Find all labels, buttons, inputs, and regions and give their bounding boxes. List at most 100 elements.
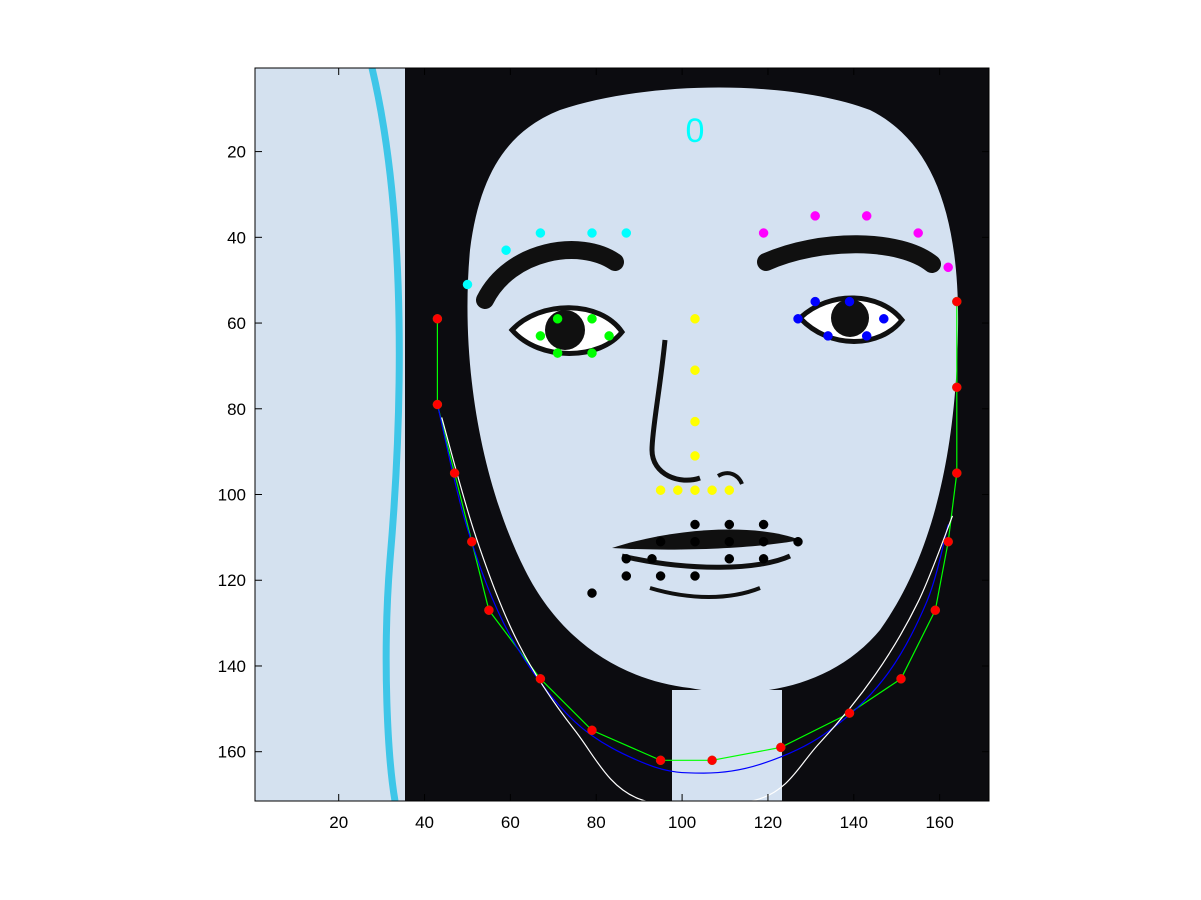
y-tick-label: 140 [218, 657, 246, 676]
right-eyebrow-stroke [476, 241, 624, 309]
jaw-point-10 [776, 742, 786, 753]
jaw-point-2 [432, 399, 443, 410]
jaw-point-12 [896, 674, 906, 684]
right-eyebrow-point-5 [621, 228, 632, 238]
fit-curve-white-line [441, 417, 954, 801]
jaw-point-15 [952, 468, 962, 478]
jaw-point-7 [587, 725, 597, 736]
left-eyebrow-point-1 [758, 228, 769, 238]
annotation-label: 0 [686, 112, 705, 150]
x-tick-label: 100 [668, 813, 696, 832]
nose-point-2 [690, 365, 700, 375]
mouth-point-1 [587, 588, 597, 598]
nose-point-8 [707, 485, 717, 495]
mouth-point-7 [793, 536, 803, 547]
mouth-point-5 [724, 519, 735, 530]
mouth-point-9 [724, 554, 735, 564]
right-pupil [545, 310, 585, 350]
plot-area: 0 [254, 67, 990, 802]
lip-line [621, 553, 792, 570]
poster-edge-line [368, 68, 403, 801]
mouth-point-15 [724, 536, 735, 547]
jaw-point-4 [467, 536, 477, 547]
mouth-point-2 [621, 554, 632, 564]
jaw-point-17 [952, 296, 962, 307]
left-eye-point-5 [861, 331, 872, 341]
jaw-point-11 [844, 708, 855, 718]
nostril-line [716, 471, 744, 485]
nose-point-3 [690, 416, 700, 427]
left-eyebrow-point-4 [913, 228, 923, 238]
fit-curve-blue-line [436, 404, 949, 774]
mouth-point-12 [621, 571, 632, 581]
nose-point-7 [690, 485, 700, 495]
x-tick-label: 60 [501, 813, 520, 832]
right-eyebrow-point-4 [587, 228, 597, 238]
y-tick-label: 100 [218, 486, 246, 505]
y-axis: 20 40 60 80 100 120 140 160 [218, 143, 989, 762]
nose-point-1 [690, 314, 700, 324]
mouth-point-11 [655, 571, 666, 581]
face-image [255, 68, 989, 801]
nose-point-9 [724, 485, 735, 495]
mouth-point-16 [758, 536, 769, 547]
y-tick-label: 20 [227, 143, 246, 162]
lower-lip [649, 586, 761, 599]
mouth-point-8 [758, 554, 769, 564]
mouth-point-6 [758, 519, 769, 530]
x-tick-label: 120 [754, 813, 782, 832]
x-tick-label: 40 [415, 813, 434, 832]
right-eyebrow-point-2 [501, 245, 511, 255]
right-eye-point-3 [587, 314, 597, 324]
nose-line [649, 339, 701, 483]
left-pupil [831, 299, 869, 337]
x-tick-label: 80 [587, 813, 606, 832]
left-eyebrow-point-5 [943, 262, 953, 273]
x-tick-label: 20 [329, 813, 348, 832]
right-eye-point-6 [552, 348, 563, 358]
axes-frame [254, 67, 990, 802]
left-eye-point-1 [793, 314, 803, 324]
jaw-point-13 [930, 605, 941, 615]
y-tick-label: 80 [227, 400, 246, 419]
left-eye-point-4 [879, 314, 889, 324]
y-tick-label: 160 [218, 743, 246, 762]
x-tick-label: 140 [840, 813, 868, 832]
mouth-point-14 [690, 536, 700, 547]
mouth-point-4 [690, 519, 700, 530]
jaw-point-5 [484, 605, 494, 615]
mouth-point-13 [647, 554, 657, 564]
jaw-point-16 [952, 382, 962, 393]
left-eyebrow-stroke [757, 235, 941, 273]
mouth-point-10 [690, 571, 700, 581]
right-eyebrow-point-1 [462, 279, 473, 290]
left-eyebrow-point-2 [810, 211, 820, 221]
jaw-point-1 [432, 314, 443, 324]
x-axis: 20 40 60 80 100 120 140 160 [329, 68, 954, 832]
right-eye-point-2 [552, 314, 563, 324]
right-eye-point-4 [604, 331, 614, 341]
jaw-point-9 [707, 755, 717, 766]
y-tick-label: 60 [227, 314, 246, 333]
left-poster-panel [255, 68, 405, 801]
left-eye-point-3 [844, 296, 855, 307]
mouth-point-3 [655, 536, 666, 547]
neck [672, 690, 782, 801]
y-tick-label: 120 [218, 571, 246, 590]
right-eyebrow-point-3 [535, 228, 546, 238]
jaw-point-14 [943, 536, 953, 547]
jaw-point-3 [449, 468, 460, 478]
nose-point-6 [673, 485, 683, 495]
left-eye-point-2 [810, 296, 820, 307]
left-eye-point-6 [823, 331, 833, 341]
left-eyebrow-point-3 [861, 211, 872, 221]
jaw-point-6 [535, 674, 546, 684]
x-tick-label: 160 [925, 813, 953, 832]
nose-point-5 [655, 485, 666, 495]
nose-point-4 [690, 451, 700, 461]
right-eye-point-1 [535, 331, 546, 341]
marker-layer [432, 211, 962, 766]
right-eye-point-5 [587, 348, 597, 358]
jaw-point-8 [655, 755, 666, 766]
